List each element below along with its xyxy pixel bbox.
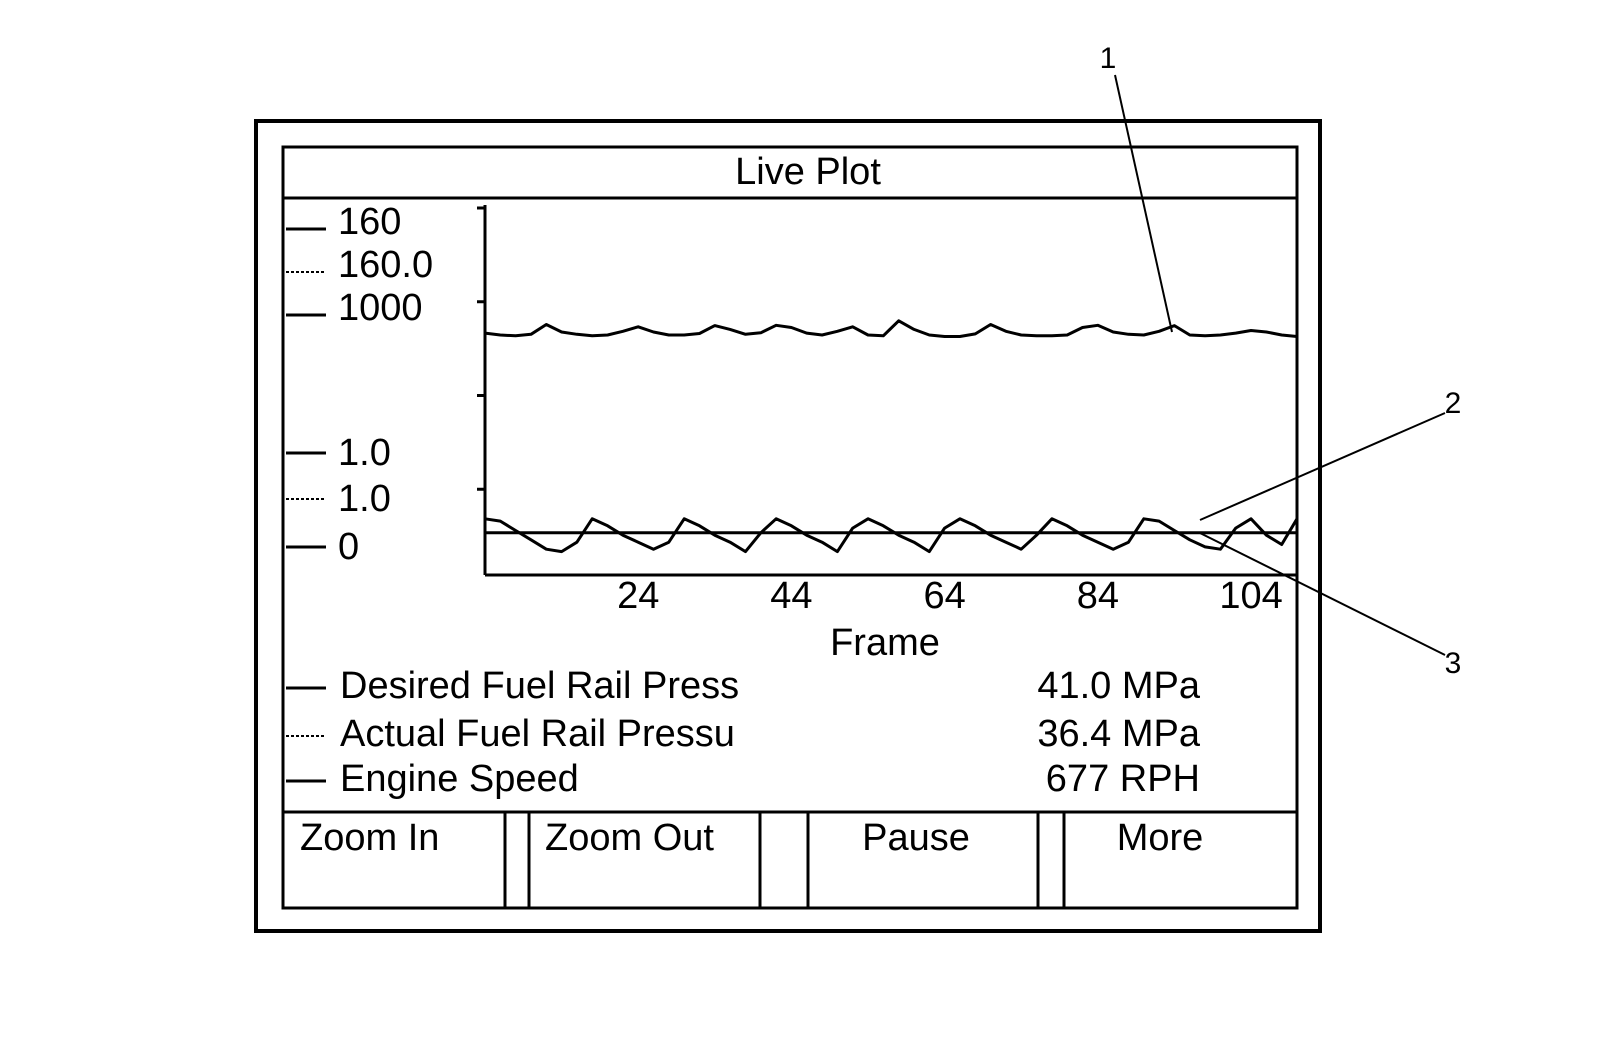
legend-name: Desired Fuel Rail Press [340,665,739,707]
x-tick-label: 104 [1219,575,1282,617]
outer-frame [254,119,1322,933]
callout: 2 [1445,387,1462,420]
button-label[interactable]: Zoom In [300,817,439,859]
callout-leader [1114,74,1173,333]
button[interactable] [527,810,762,910]
inner-frame [281,145,1299,910]
x-tick-label: 44 [770,575,812,617]
scale-bottom-label: 1.0 [338,432,391,474]
callout-leader [1199,412,1446,521]
legend-reading: 36.4 MPa [1037,713,1201,755]
legend-reading: 41.0 MPa [1037,665,1201,707]
scale-top-label: 160.0 [338,244,433,286]
scale-top-label: 1000 [338,287,423,329]
button[interactable] [281,810,507,910]
button-label[interactable]: More [1117,817,1204,859]
x-tick-label: 84 [1077,575,1119,617]
scale-bottom-label: 1.0 [338,478,391,520]
series-line [484,319,1298,338]
x-tick-label: 24 [617,575,659,617]
x-axis-label: Frame [830,622,940,664]
scale-top-label: 160 [338,201,401,243]
legend-name: Actual Fuel Rail Pressu [340,713,735,755]
callout-leader [1199,532,1446,656]
x-tick-label: 64 [923,575,965,617]
button-label[interactable]: Zoom Out [545,817,714,859]
window-title: Live Plot [735,151,881,193]
legend-name: Engine Speed [340,758,579,800]
callout: 3 [1445,647,1462,680]
callout: 1 [1100,42,1117,75]
legend-reading: 677 RPH [1046,758,1200,800]
series-line [484,517,1299,554]
button[interactable] [806,810,1040,910]
button[interactable] [1062,810,1299,910]
button-label[interactable]: Pause [862,817,970,859]
scale-bottom-label: 0 [338,526,359,568]
